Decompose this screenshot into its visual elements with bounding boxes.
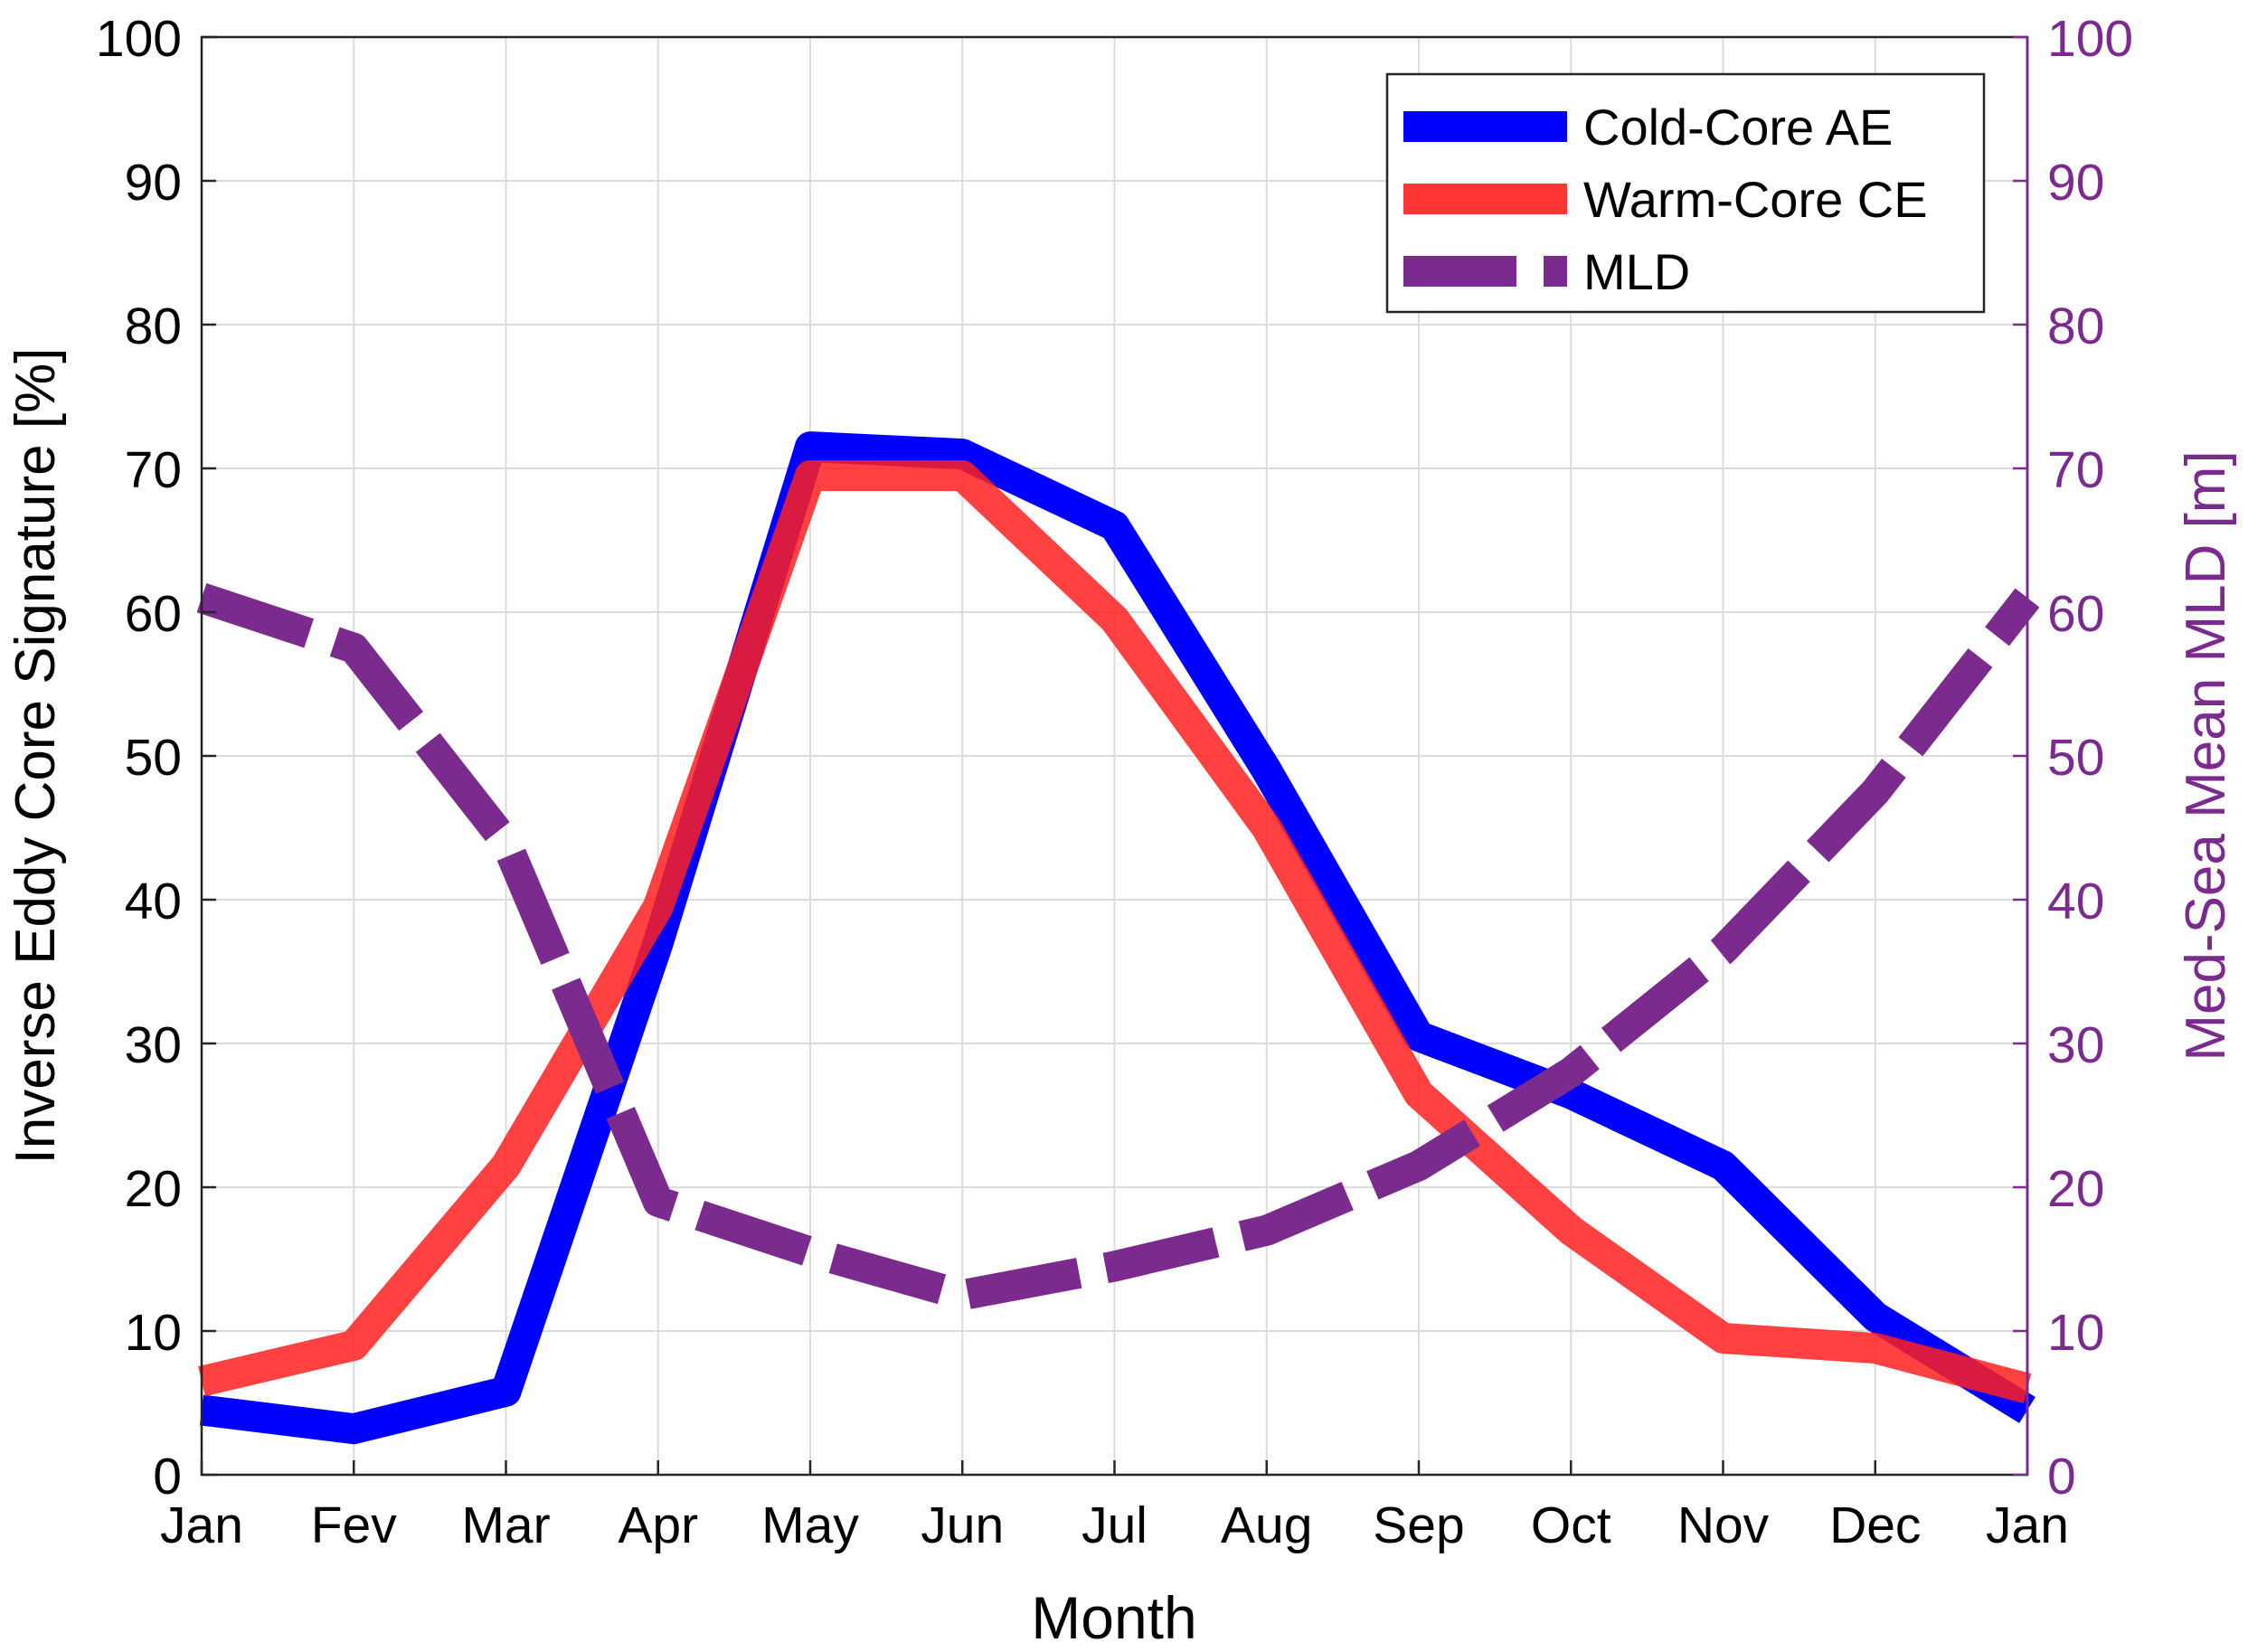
- axes: Jan Fev Mar Apr May Jun Jul Aug Sep Oct Nov Dec Jan0…: [96, 10, 2133, 1554]
- data-point: [1266, 1230, 1268, 1232]
- y-right-tick-label: 40: [2047, 873, 2104, 930]
- y-left-tick-label: 10: [125, 1304, 182, 1362]
- x-tick-label: Oct: [1531, 1496, 1611, 1554]
- data-point: [809, 446, 811, 448]
- data-point: [1418, 1035, 1420, 1037]
- data-point: [505, 1391, 507, 1392]
- data-point: [1723, 1337, 1724, 1339]
- data-point: [1418, 1165, 1420, 1166]
- x-tick-label: Dec: [1829, 1496, 1921, 1554]
- y-right-tick-label: 70: [2047, 441, 2104, 499]
- data-point: [353, 1345, 354, 1346]
- right-axis-title: Med-Sea Mean MLD [m]: [2175, 450, 2237, 1061]
- y-right-tick-label: 0: [2047, 1448, 2076, 1506]
- legend-entry-mld: MLD: [1403, 243, 1690, 300]
- data-point: [1875, 791, 1876, 793]
- series-line-warm-core-ce: [198, 459, 2032, 1404]
- data-point: [353, 647, 354, 649]
- y-right-tick-label: 90: [2047, 154, 2104, 212]
- data-point: [1266, 827, 1268, 829]
- x-tick-label: Apr: [618, 1496, 698, 1554]
- y-left-tick-label: 50: [125, 729, 182, 787]
- series-line-mld: [196, 582, 2040, 1311]
- data-point: [1570, 1230, 1572, 1232]
- data-point: [505, 841, 507, 843]
- y-right-tick-label: 80: [2047, 297, 2104, 355]
- data-point: [809, 1251, 811, 1253]
- x-tick-label: Nov: [1677, 1496, 1770, 1554]
- y-left-tick-label: 90: [125, 154, 182, 212]
- legend-entry-cold-core: Cold-Core AE: [1403, 99, 1893, 156]
- legend-label-cold-core: Cold-Core AE: [1583, 99, 1893, 156]
- legend-entry-warm-core: Warm-Core CE: [1403, 171, 1928, 228]
- data-point: [961, 475, 963, 477]
- x-tick-label: Jan: [160, 1496, 243, 1554]
- data-point: [657, 942, 659, 944]
- y-left-tick-label: 0: [153, 1448, 182, 1506]
- x-tick-label: May: [761, 1496, 859, 1554]
- y-left-tick-label: 40: [125, 873, 182, 930]
- data-point: [1114, 1265, 1116, 1267]
- data-point: [657, 1201, 659, 1203]
- y-right-tick-label: 30: [2047, 1016, 2104, 1074]
- data-point: [1418, 1093, 1420, 1095]
- x-tick-label: Aug: [1221, 1496, 1312, 1554]
- series-line-cold-core-ae: [199, 431, 2035, 1445]
- x-tick-label: Jul: [1081, 1496, 1148, 1554]
- y-left-tick-label: 100: [96, 10, 182, 68]
- series-layer: [196, 431, 2040, 1445]
- data-point: [505, 1165, 507, 1166]
- data-point: [1723, 1165, 1724, 1166]
- data-point: [657, 906, 659, 908]
- data-point: [353, 1428, 354, 1430]
- left-axis-title: Inverse Eddy Core Signature [%]: [5, 348, 67, 1165]
- y-left-tick-label: 20: [125, 1160, 182, 1218]
- x-axis-title: Month: [1031, 1584, 1196, 1651]
- data-point: [961, 453, 963, 455]
- y-right-tick-label: 60: [2047, 585, 2104, 643]
- data-point: [1875, 1316, 1876, 1317]
- legend: Cold-Core AE Warm-Core CE MLD: [1385, 72, 1986, 314]
- y-right-tick-label: 10: [2047, 1304, 2104, 1362]
- legend-label-warm-core: Warm-Core CE: [1583, 171, 1928, 228]
- data-point: [1875, 1347, 1876, 1349]
- data-point: [1114, 525, 1116, 527]
- data-point: [1114, 618, 1116, 620]
- data-point: [1266, 769, 1268, 771]
- data-point: [1570, 1071, 1572, 1073]
- y-right-tick-label: 100: [2047, 10, 2133, 68]
- x-tick-label: Sep: [1373, 1496, 1464, 1554]
- x-tick-label: Mar: [461, 1496, 550, 1554]
- x-tick-label: Jun: [921, 1496, 1004, 1554]
- y-left-tick-label: 30: [125, 1016, 182, 1074]
- x-tick-label: Jan: [1986, 1496, 2069, 1554]
- y-right-tick-label: 20: [2047, 1160, 2104, 1218]
- y-left-tick-label: 70: [125, 441, 182, 499]
- y-right-tick-label: 50: [2047, 729, 2104, 787]
- data-point: [1723, 949, 1724, 951]
- data-point: [961, 1294, 963, 1296]
- data-point: [1570, 1093, 1572, 1095]
- y-left-tick-label: 80: [125, 297, 182, 355]
- y-left-tick-label: 60: [125, 585, 182, 643]
- legend-label-mld: MLD: [1583, 243, 1690, 300]
- data-point: [809, 475, 811, 477]
- x-tick-label: Fev: [311, 1496, 398, 1554]
